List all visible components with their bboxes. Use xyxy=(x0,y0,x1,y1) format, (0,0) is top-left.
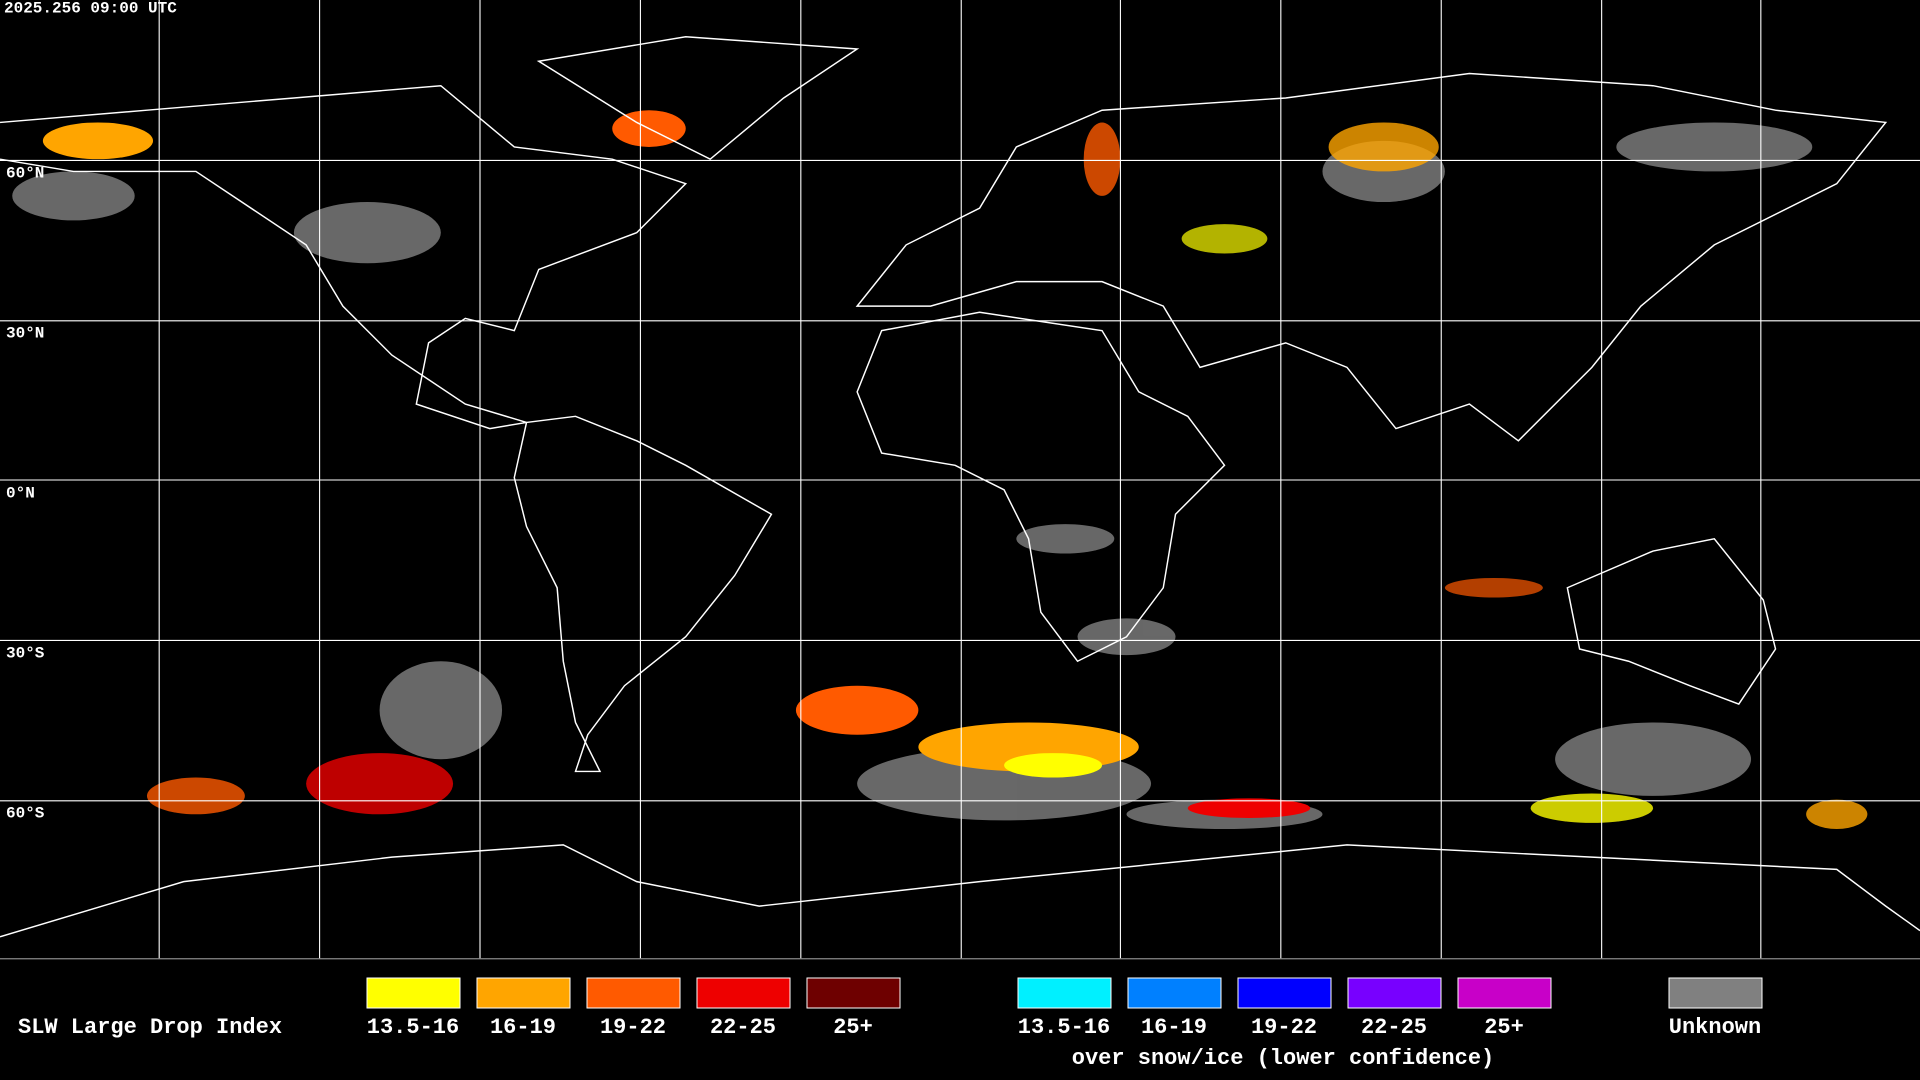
legend-caption: over snow/ice (lower confidence) xyxy=(1072,1046,1494,1071)
lat-label: 0°N xyxy=(6,484,35,502)
legend-label: 13.5-16 xyxy=(367,1015,459,1040)
legend-swatch xyxy=(1127,977,1222,1009)
legend-label: 19-22 xyxy=(1251,1015,1317,1040)
lat-label: 60°S xyxy=(6,804,45,822)
legend-label: 16-19 xyxy=(490,1015,556,1040)
legend-swatch xyxy=(1237,977,1332,1009)
legend-label: 25+ xyxy=(1484,1015,1524,1040)
legend-label: 16-19 xyxy=(1141,1015,1207,1040)
lat-label: 30°N xyxy=(6,324,44,342)
legend-label: 25+ xyxy=(833,1015,873,1040)
legend-swatch xyxy=(806,977,901,1009)
lat-label: 60°N xyxy=(6,164,44,182)
legend-swatch xyxy=(476,977,571,1009)
timestamp: 2025.256 09:00 UTC xyxy=(4,0,177,17)
coastlines xyxy=(0,35,1920,938)
cloud-slw xyxy=(42,110,1868,829)
legend-label: 13.5-16 xyxy=(1018,1015,1110,1040)
legend-swatch xyxy=(366,977,461,1009)
legend-label: 22-25 xyxy=(710,1015,776,1040)
lat-label: 30°S xyxy=(6,644,45,662)
legend-title: SLW Large Drop Index xyxy=(18,1015,282,1040)
graticule xyxy=(0,0,1920,959)
legend-label: 19-22 xyxy=(600,1015,666,1040)
legend-swatch xyxy=(696,977,791,1009)
legend: 13.5-16 16-19 19-22 22-25 25+ 13.5-16 16-19 19-… xyxy=(366,977,1763,1040)
legend-label: 22-25 xyxy=(1361,1015,1427,1040)
legend-swatch xyxy=(586,977,681,1009)
map xyxy=(0,0,1920,960)
legend-swatch xyxy=(1347,977,1442,1009)
legend-swatch xyxy=(1017,977,1112,1009)
legend-swatch xyxy=(1668,977,1763,1009)
legend-swatch xyxy=(1457,977,1552,1009)
legend-label: Unknown xyxy=(1669,1015,1761,1040)
